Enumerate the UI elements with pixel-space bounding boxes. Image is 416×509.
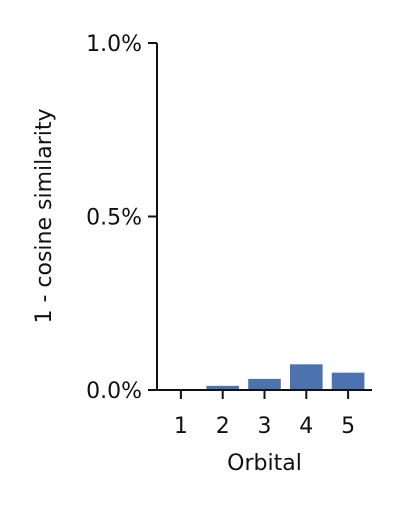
bar [331, 372, 365, 390]
x-axis-ticks: 1 2 3 4 5 [174, 390, 355, 439]
y-tick-label: 0.5% [86, 206, 142, 231]
bar [289, 364, 323, 390]
x-tick-label: 3 [258, 414, 272, 439]
bar [206, 385, 240, 390]
x-axis-title: Orbital [227, 451, 302, 476]
x-tick-label: 5 [341, 414, 355, 439]
y-tick-label: 1.0% [86, 32, 142, 57]
x-tick-label: 2 [216, 414, 230, 439]
x-tick-label: 1 [174, 414, 188, 439]
y-tick-label: 0.0% [86, 379, 142, 404]
y-axis-title: 1 - cosine similarity [32, 108, 57, 323]
y-axis-ticks: 0.0% 0.5% 1.0% [86, 32, 157, 404]
bar [248, 378, 281, 390]
bars-group [206, 364, 365, 390]
x-tick-label: 4 [299, 414, 313, 439]
